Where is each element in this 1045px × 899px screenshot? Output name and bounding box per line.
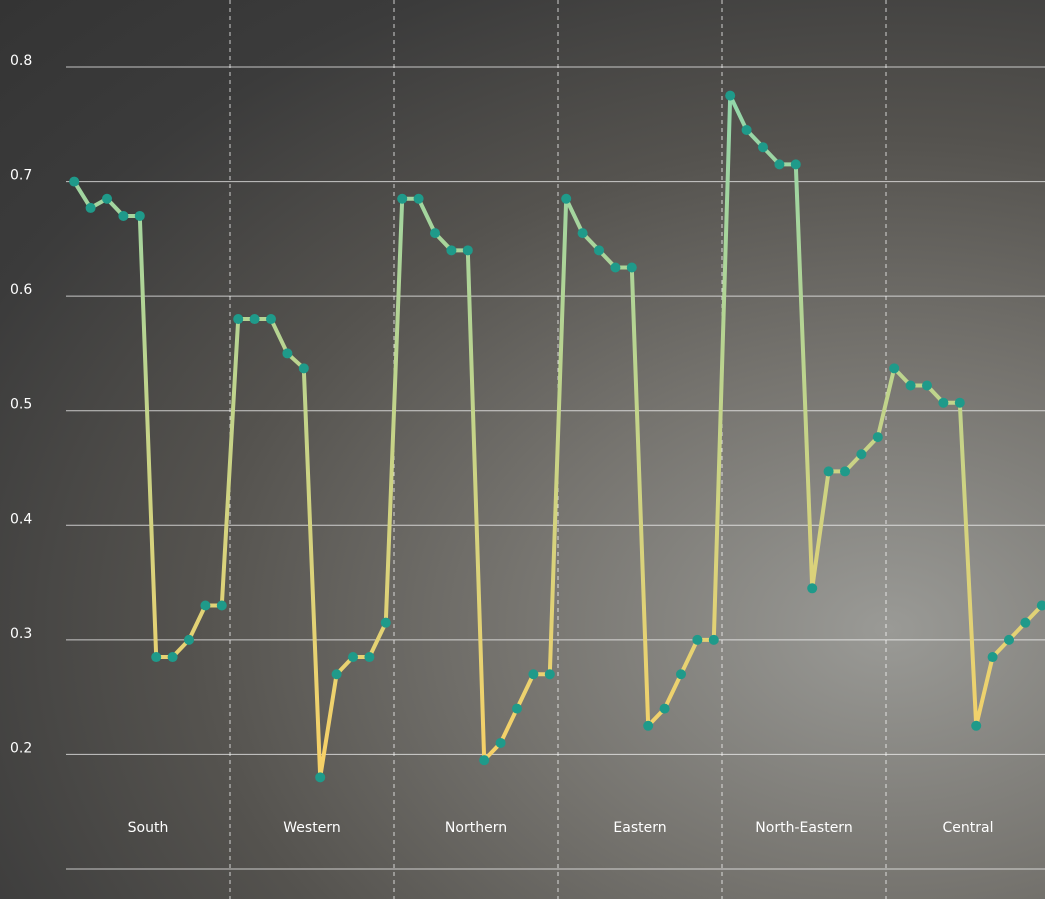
- point: [380, 617, 391, 628]
- point: [823, 466, 834, 477]
- point: [577, 228, 588, 239]
- y-tick-label: 0.3: [10, 626, 32, 642]
- point: [315, 772, 326, 783]
- point: [462, 245, 473, 256]
- point: [85, 202, 96, 213]
- point: [643, 720, 654, 731]
- point: [528, 669, 539, 680]
- point: [413, 193, 424, 204]
- point: [971, 720, 982, 731]
- point: [938, 397, 949, 408]
- point: [676, 669, 686, 680]
- point: [151, 652, 162, 663]
- x-category-label: Western: [283, 820, 340, 836]
- point: [249, 314, 260, 325]
- point: [922, 380, 932, 391]
- point: [708, 634, 719, 645]
- point: [774, 159, 785, 170]
- point: [233, 314, 244, 325]
- point: [725, 90, 736, 101]
- point: [134, 210, 145, 221]
- point: [446, 245, 457, 256]
- point: [118, 210, 129, 221]
- point: [807, 583, 818, 594]
- point: [1036, 600, 1045, 611]
- point: [856, 449, 867, 460]
- point: [889, 363, 900, 374]
- x-category-label: South: [128, 820, 169, 836]
- point: [348, 652, 358, 663]
- y-tick-label: 0.5: [10, 397, 32, 413]
- point: [167, 652, 178, 663]
- y-tick-label: 0.6: [10, 282, 32, 298]
- point: [102, 193, 112, 204]
- point: [544, 669, 555, 680]
- line: [72, 93, 1044, 780]
- point: [69, 176, 80, 187]
- point: [184, 634, 194, 645]
- point: [1004, 634, 1014, 645]
- point: [561, 193, 572, 204]
- point: [790, 159, 801, 170]
- point: [905, 380, 916, 391]
- point: [659, 703, 670, 714]
- x-category-label: Eastern: [613, 820, 666, 836]
- point: [840, 466, 850, 477]
- point: [987, 652, 998, 663]
- point: [364, 652, 375, 663]
- point: [298, 363, 309, 374]
- point: [479, 755, 490, 766]
- y-tick-label: 0.2: [10, 740, 32, 756]
- point: [594, 245, 604, 256]
- point: [397, 193, 408, 204]
- point: [872, 432, 883, 443]
- x-category-label: Central: [943, 820, 994, 836]
- point: [495, 737, 506, 748]
- point: [610, 262, 621, 273]
- point: [512, 703, 522, 714]
- x-category-label: Northern: [445, 820, 507, 836]
- point: [216, 600, 227, 611]
- point: [266, 314, 276, 325]
- y-tick-label: 0.7: [10, 168, 32, 184]
- point: [282, 348, 293, 359]
- y-tick-label: 0.4: [10, 511, 32, 527]
- point: [430, 228, 440, 239]
- y-tick-label: 0.8: [10, 53, 32, 69]
- point: [200, 600, 211, 611]
- x-category-label: North-Eastern: [755, 820, 852, 836]
- point: [758, 142, 768, 153]
- point: [692, 634, 703, 645]
- point: [626, 262, 637, 273]
- point: [954, 397, 965, 408]
- point: [1020, 617, 1031, 628]
- point: [331, 669, 342, 680]
- point: [741, 125, 752, 136]
